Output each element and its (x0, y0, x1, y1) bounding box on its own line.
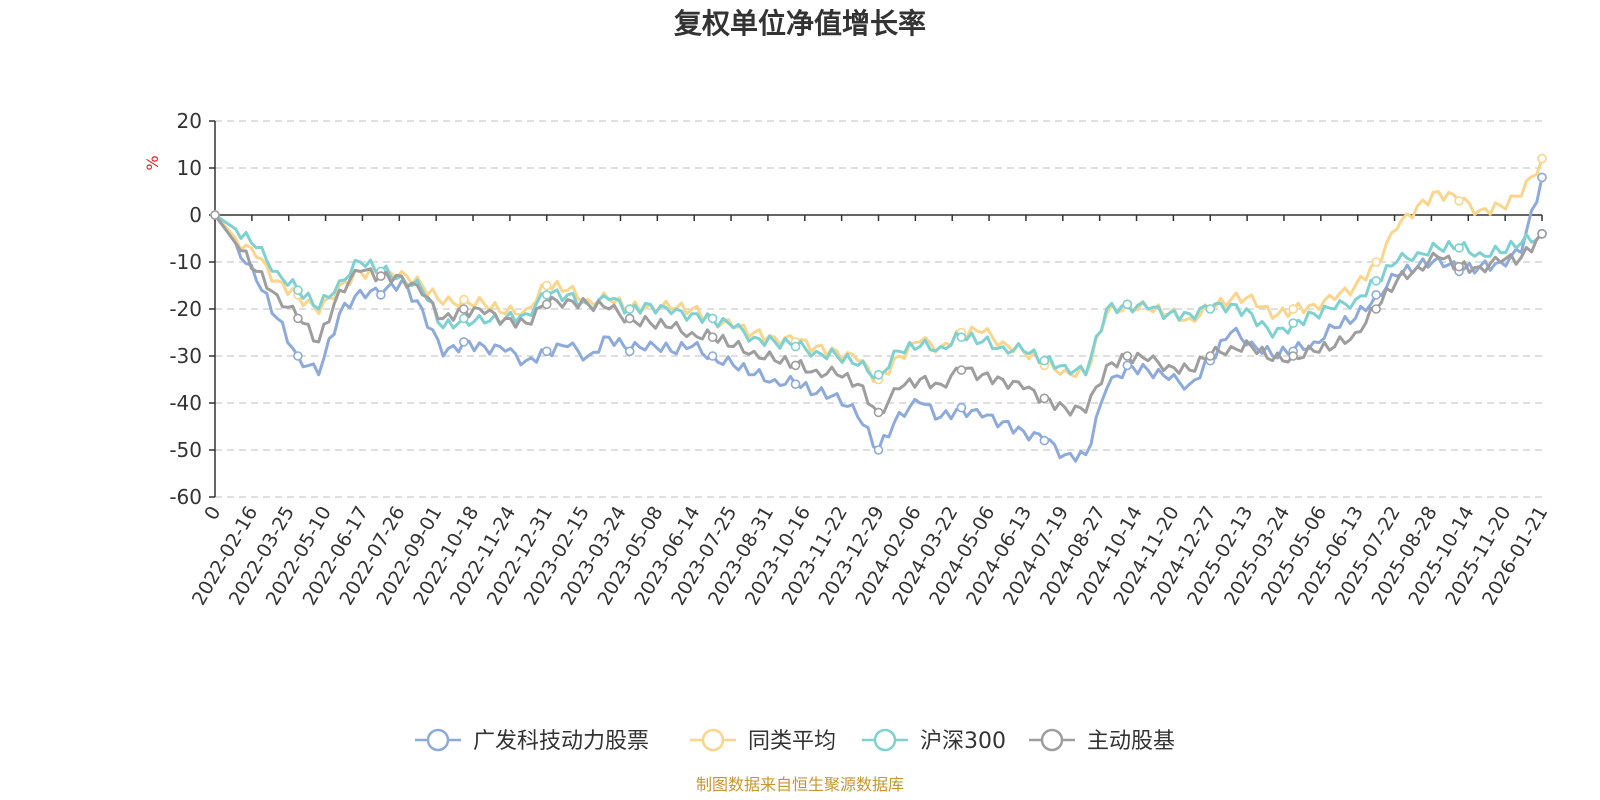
data-point-end (1537, 172, 1547, 183)
data-point (459, 294, 469, 305)
y-axis-ticks: 20 10 0 -10 -20 -30 -40 -50 -60 (169, 109, 215, 509)
y-tick-label: -10 (169, 250, 202, 274)
data-point (1122, 360, 1133, 371)
y-tick-label: 10 (177, 156, 202, 180)
data-point (541, 299, 552, 310)
data-point (541, 280, 552, 291)
data-point (624, 346, 635, 357)
data-point (873, 369, 884, 380)
series-lines (210, 153, 1547, 463)
y-tick-label: -40 (169, 391, 202, 415)
legend[interactable]: 广发科技动力股票 同类平均 沪深300 主动股基 (415, 728, 1175, 754)
data-point (624, 313, 635, 324)
data-point (376, 271, 386, 281)
data-point (1454, 261, 1464, 272)
legend-label: 广发科技动力股票 (473, 729, 649, 754)
data-point (459, 304, 469, 314)
legend-label: 主动股基 (1087, 729, 1175, 754)
data-point (1039, 355, 1050, 366)
x-tick-label: 0 (200, 503, 225, 524)
legend-swatch-marker (426, 728, 450, 752)
source-note: 制图数据来自恒生聚源数据库 (696, 775, 904, 794)
data-point-end (1537, 153, 1547, 164)
series-line-2 (214, 213, 1544, 380)
y-tick-label: -30 (169, 344, 202, 368)
y-tick-label: -60 (169, 485, 202, 509)
data-point (541, 290, 552, 300)
data-point (1122, 351, 1133, 361)
y-tick-label: -20 (169, 297, 202, 321)
legend-swatch-marker (1040, 728, 1064, 752)
data-point (1288, 304, 1298, 314)
data-point (624, 304, 635, 314)
data-point-end (1537, 229, 1547, 239)
data-point (1205, 304, 1216, 314)
data-point (210, 210, 220, 220)
legend-item-2[interactable]: 沪深300 (862, 728, 1006, 754)
data-point (956, 402, 967, 413)
series-line-1 (213, 158, 1544, 383)
data-point (956, 332, 967, 343)
legend-item-3[interactable]: 主动股基 (1029, 728, 1175, 754)
data-point (1371, 257, 1381, 267)
data-point (1454, 196, 1464, 206)
y-tick-label: -50 (169, 438, 202, 462)
data-point (541, 346, 552, 357)
data-point (1371, 290, 1381, 300)
data-point (873, 407, 884, 418)
y-tick-label: 20 (177, 109, 202, 133)
data-point (293, 351, 303, 361)
grid-lines (215, 120, 1542, 498)
data-point (790, 360, 801, 371)
y-axis-unit-label: % (143, 155, 162, 170)
data-point (1371, 275, 1381, 286)
data-point (1454, 243, 1464, 253)
legend-item-0[interactable]: 广发科技动力股票 (415, 728, 649, 754)
y-tick-label: 0 (189, 203, 202, 227)
data-point (376, 290, 386, 300)
data-point (1288, 351, 1298, 361)
data-point (459, 313, 469, 324)
data-point (707, 351, 718, 361)
data-point (707, 313, 718, 324)
series-line-3 (213, 214, 1544, 417)
data-point (293, 285, 303, 296)
data-point (1288, 318, 1298, 328)
data-point (1039, 393, 1050, 404)
legend-item-1[interactable]: 同类平均 (690, 728, 836, 754)
legend-label: 同类平均 (748, 729, 836, 754)
legend-swatch-marker (873, 728, 897, 752)
chart-title: 复权单位净值增长率 (674, 7, 926, 40)
data-point (1371, 304, 1381, 314)
legend-swatch-marker (701, 728, 725, 752)
data-point (790, 379, 801, 390)
data-point (1039, 435, 1050, 446)
legend-label: 沪深300 (920, 729, 1006, 754)
data-point (1122, 299, 1133, 310)
data-point (1205, 351, 1216, 361)
data-point (956, 365, 967, 375)
data-point (459, 337, 469, 347)
data-point (293, 313, 303, 324)
data-point (707, 332, 718, 343)
data-point (790, 341, 801, 352)
data-point (873, 445, 884, 455)
